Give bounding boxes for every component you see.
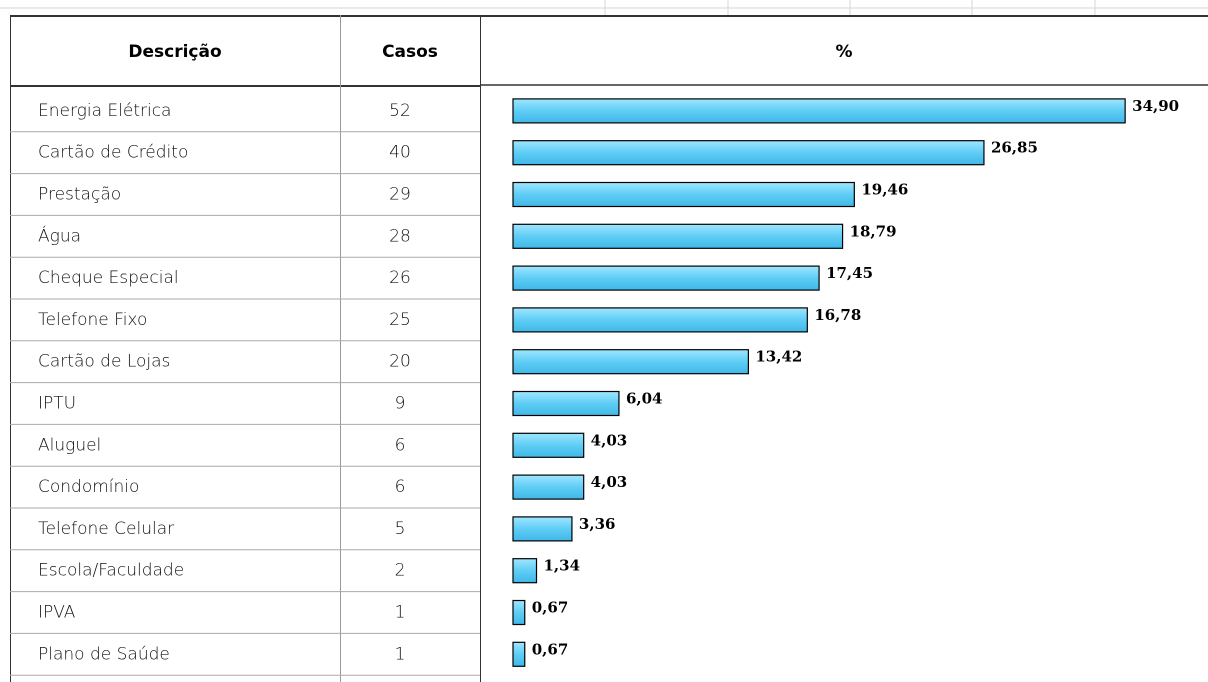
bar	[512, 474, 585, 500]
cases: 2	[395, 561, 406, 581]
bar	[512, 599, 526, 626]
cases: 40	[389, 143, 411, 163]
description: Água	[38, 224, 81, 246]
header: Descrição	[128, 42, 221, 62]
description: Cheque Especial	[38, 268, 179, 288]
bar	[512, 432, 585, 458]
value-label: 1,34	[544, 557, 581, 575]
description: Telefone Fixo	[38, 310, 147, 330]
value-label: 34,90	[1132, 97, 1179, 115]
cases: 1	[395, 603, 406, 623]
value-label: 18,79	[850, 222, 897, 240]
header: %	[835, 42, 852, 62]
bar	[512, 641, 526, 667]
description: Energia Elétrica	[38, 101, 171, 121]
cases: 9	[395, 394, 406, 414]
cases: 6	[395, 435, 406, 455]
cases: 5	[395, 519, 406, 539]
value-label: 6,04	[626, 390, 663, 408]
description: Escola/Faculdade	[38, 561, 184, 581]
value-label: 4,03	[591, 473, 628, 491]
value-label: 19,46	[861, 181, 908, 199]
description: IPTU	[38, 394, 76, 414]
bar	[512, 307, 808, 333]
cases: 25	[389, 310, 411, 330]
bar	[512, 349, 749, 375]
value-label: 4,03	[591, 431, 628, 449]
header-top-border	[10, 15, 1208, 17]
value-label: 0,67	[532, 599, 569, 617]
cases: 6	[395, 477, 406, 497]
cases: 26	[389, 268, 411, 288]
value-label: 3,36	[579, 515, 616, 533]
cases: 28	[389, 226, 411, 246]
header: Casos	[382, 42, 438, 62]
cases: 1	[395, 644, 406, 664]
description: Cartão de Crédito	[38, 143, 188, 163]
description: Plano de Saúde	[38, 644, 170, 664]
bar	[512, 140, 985, 166]
description: Aluguel	[38, 435, 101, 455]
bar	[512, 516, 573, 542]
description: IPVA	[38, 603, 76, 623]
header-bottom-border	[10, 85, 480, 87]
bar	[512, 223, 844, 249]
bar	[512, 390, 620, 417]
bar	[512, 558, 538, 584]
cases: 29	[389, 185, 411, 205]
description: Condomínio	[38, 477, 139, 497]
cases: 52	[389, 101, 411, 121]
description: Prestação	[38, 185, 121, 205]
value-label: 16,78	[814, 306, 861, 324]
value-label: 17,45	[826, 264, 873, 282]
value-label: 0,67	[532, 640, 569, 658]
cases: 20	[389, 352, 411, 372]
value-label: 13,42	[755, 348, 802, 366]
bar	[512, 265, 820, 291]
description: Cartão de Lojas	[38, 352, 170, 372]
description: Telefone Celular	[38, 519, 174, 539]
bar	[512, 98, 1126, 124]
bar	[512, 181, 855, 208]
sheet-grid	[0, 0, 1208, 15]
value-label: 26,85	[991, 139, 1038, 157]
